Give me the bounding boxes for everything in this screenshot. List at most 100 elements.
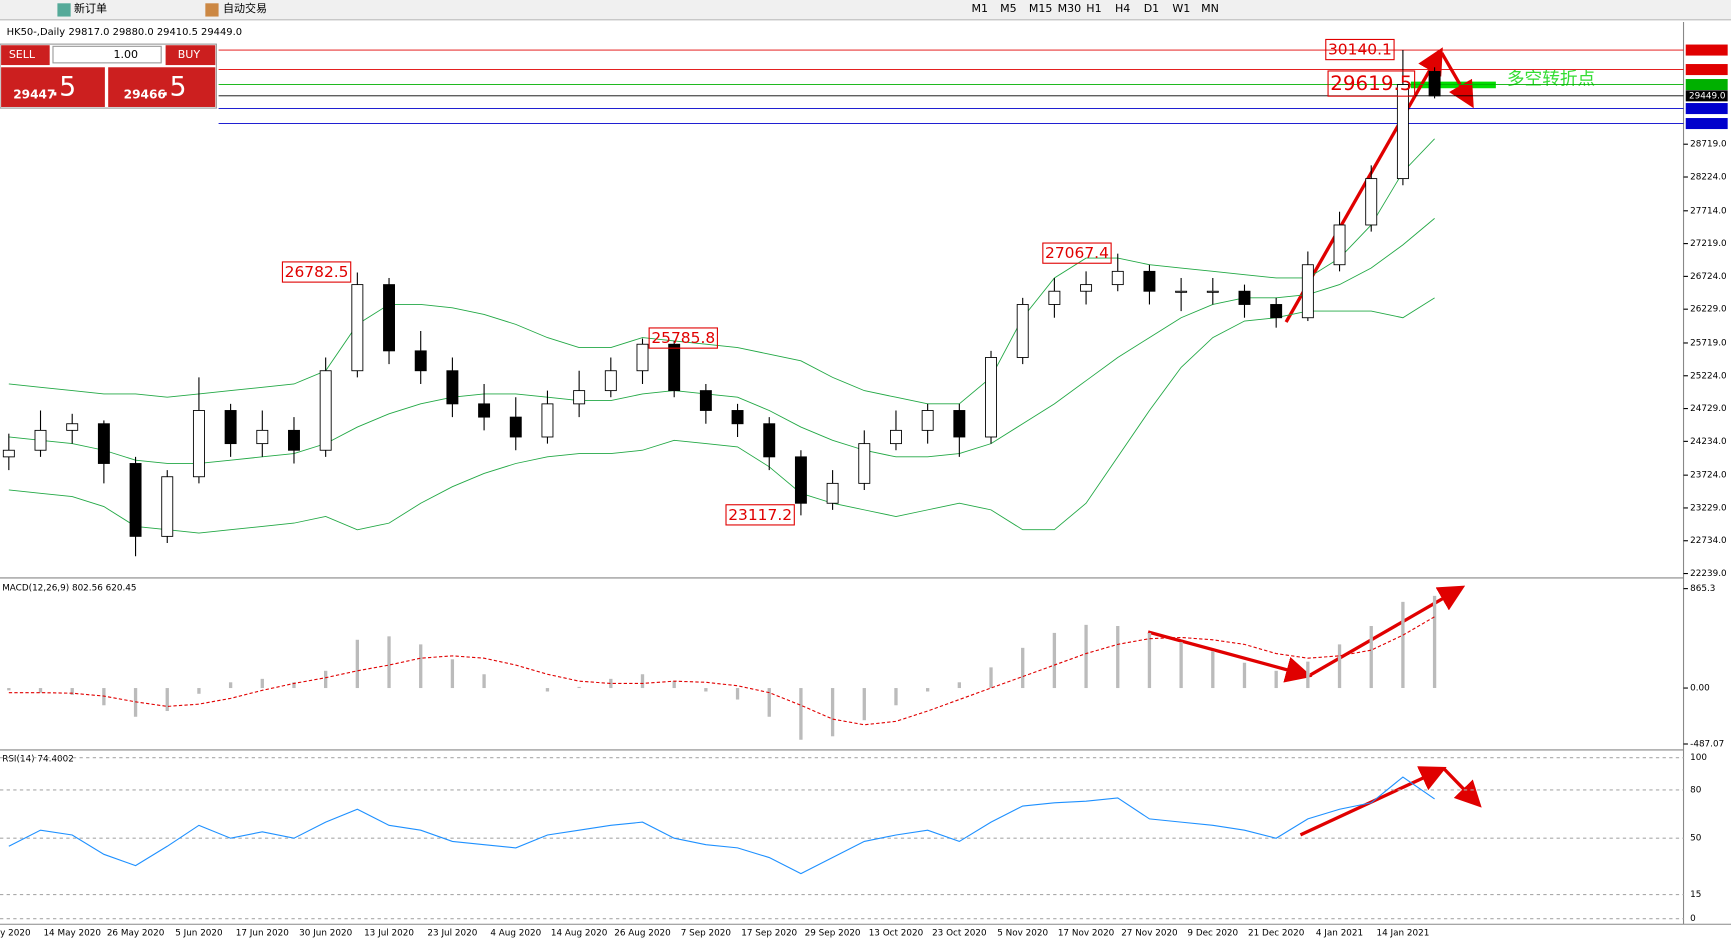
price-annotation-box — [725, 504, 795, 526]
price-annotation-box — [1042, 242, 1112, 264]
lots[interactable]: 1.00 — [113, 48, 138, 61]
x-tick-label: 14 Jan 2021 — [1376, 929, 1429, 939]
toolbar — [0, 0, 1731, 20]
candle-body — [129, 463, 142, 537]
timeframe-button[interactable]: D1 — [1144, 2, 1160, 15]
price-annotation-box — [1325, 38, 1395, 61]
candle-body — [383, 284, 395, 352]
candle-body — [351, 284, 364, 372]
y-tick-label: 25719.0 — [1690, 338, 1727, 348]
candle-body — [224, 410, 237, 445]
candle-body — [1143, 270, 1156, 292]
new-order-icon[interactable] — [57, 3, 71, 17]
price-annotation: 30140.1 — [1328, 41, 1392, 59]
candle-body — [985, 357, 997, 438]
buy-price-frac[interactable]: .5 — [161, 72, 186, 103]
sell-price[interactable]: 29447 — [13, 87, 55, 101]
candle-body — [97, 423, 110, 464]
auto-trading[interactable]: 自动交易 — [223, 1, 267, 15]
price-annotation: 26782.5 — [285, 263, 349, 281]
ohlc-header: 29817.0 29880.0 29410.5 29449.0 — [68, 27, 242, 38]
timeframe-button[interactable]: W1 — [1172, 2, 1190, 15]
y-tick-label: 23724.0 — [1690, 471, 1727, 481]
y-tick-label: 80 — [1690, 785, 1702, 795]
price-annotation: 29619.5 — [1330, 72, 1412, 95]
candle-body — [826, 482, 839, 504]
x-tick-label: 17 Nov 2020 — [1058, 929, 1115, 939]
price-annotation-box — [1327, 70, 1416, 97]
macd-label: MACD(12,26,9) 802.56 620.45 — [2, 583, 136, 593]
y-tick-label: 865.3 — [1690, 584, 1715, 594]
price-annotation-box — [281, 261, 352, 283]
y-tick-label: 22239.0 — [1690, 569, 1727, 579]
candle-body — [66, 423, 79, 431]
y-tick-label: 0 — [1690, 914, 1696, 924]
candle-body — [858, 443, 871, 484]
buy-label[interactable]: BUY — [178, 48, 201, 61]
rsi-label: RSI(14) 74.4002 — [2, 754, 74, 764]
sell-label[interactable]: SELL — [9, 48, 36, 61]
candle-body — [1333, 224, 1346, 266]
x-tick-label: 14 May 2020 — [43, 929, 101, 939]
sell-button[interactable] — [1, 45, 50, 66]
price-annotation: 27067.4 — [1045, 244, 1109, 262]
x-tick-label: 14 Aug 2020 — [551, 929, 608, 939]
timeframe-button[interactable]: M30 — [1058, 2, 1082, 15]
lots-input[interactable] — [52, 45, 162, 64]
x-tick-label: 27 Nov 2020 — [1121, 929, 1178, 939]
candle-body — [953, 410, 966, 438]
candle-body — [699, 390, 712, 411]
y-tick-label: 24729.0 — [1690, 404, 1727, 414]
candle-body — [763, 423, 776, 458]
candle-body — [446, 370, 459, 405]
bollinger-middle — [8, 218, 1435, 464]
candle-body — [1175, 290, 1188, 293]
new-order[interactable]: 新订单 — [74, 1, 107, 15]
buy-price[interactable]: 29466 — [124, 87, 166, 101]
x-tick-label: 17 Sep 2020 — [741, 929, 797, 939]
y-tick-label: 24234.0 — [1690, 437, 1727, 447]
timeframe-button[interactable]: M5 — [1000, 2, 1017, 15]
x-tick-label: 5 Jun 2020 — [175, 929, 223, 939]
timeframe-button[interactable]: M15 — [1029, 2, 1053, 15]
candle-body — [573, 390, 586, 405]
sell-price-box[interactable] — [1, 67, 105, 107]
candle-body — [890, 429, 902, 445]
candle-body — [1365, 178, 1378, 226]
price-level-tag — [1685, 64, 1728, 76]
candle-body — [509, 416, 522, 438]
price-level-tag — [1685, 79, 1728, 91]
rsi-line — [8, 776, 1435, 875]
timeframe-button[interactable]: H1 — [1086, 2, 1101, 15]
price-level-tag — [1685, 118, 1728, 130]
x-tick-label: 13 Oct 2020 — [869, 929, 924, 939]
buy-button[interactable] — [165, 45, 216, 66]
y-tick-label: 25224.0 — [1690, 371, 1727, 381]
candle-body — [794, 456, 807, 504]
timeframe-button[interactable]: M1 — [971, 2, 988, 15]
candle-body — [1206, 290, 1219, 293]
timeframe-button[interactable]: MN — [1201, 2, 1219, 15]
trend-arrows — [1147, 47, 1482, 837]
candle-body — [414, 350, 427, 372]
candle-body — [256, 429, 269, 445]
auto-trading-icon[interactable] — [205, 3, 219, 17]
y-tick-label: 28224.0 — [1690, 173, 1727, 183]
x-tick-label: May 2020 — [0, 929, 31, 939]
buy-price-box[interactable] — [108, 67, 216, 107]
x-tick-label: 13 Jul 2020 — [364, 929, 414, 939]
candle-body — [1016, 304, 1029, 358]
candle-body — [921, 410, 934, 431]
x-tick-label: 4 Jan 2021 — [1316, 929, 1363, 939]
y-tick-label: 26724.0 — [1690, 272, 1727, 282]
price-level-label: 29449.0 — [1689, 91, 1726, 101]
candle-body — [2, 449, 15, 458]
x-tick-label: 30 Jun 2020 — [299, 929, 352, 939]
candle-body — [668, 343, 681, 392]
sell-price-frac[interactable]: .5 — [51, 72, 76, 103]
timeframe-button[interactable]: H4 — [1115, 2, 1130, 15]
bollinger-lower — [8, 297, 1435, 534]
x-tick-label: 23 Oct 2020 — [932, 929, 987, 939]
candle-body — [288, 429, 300, 451]
